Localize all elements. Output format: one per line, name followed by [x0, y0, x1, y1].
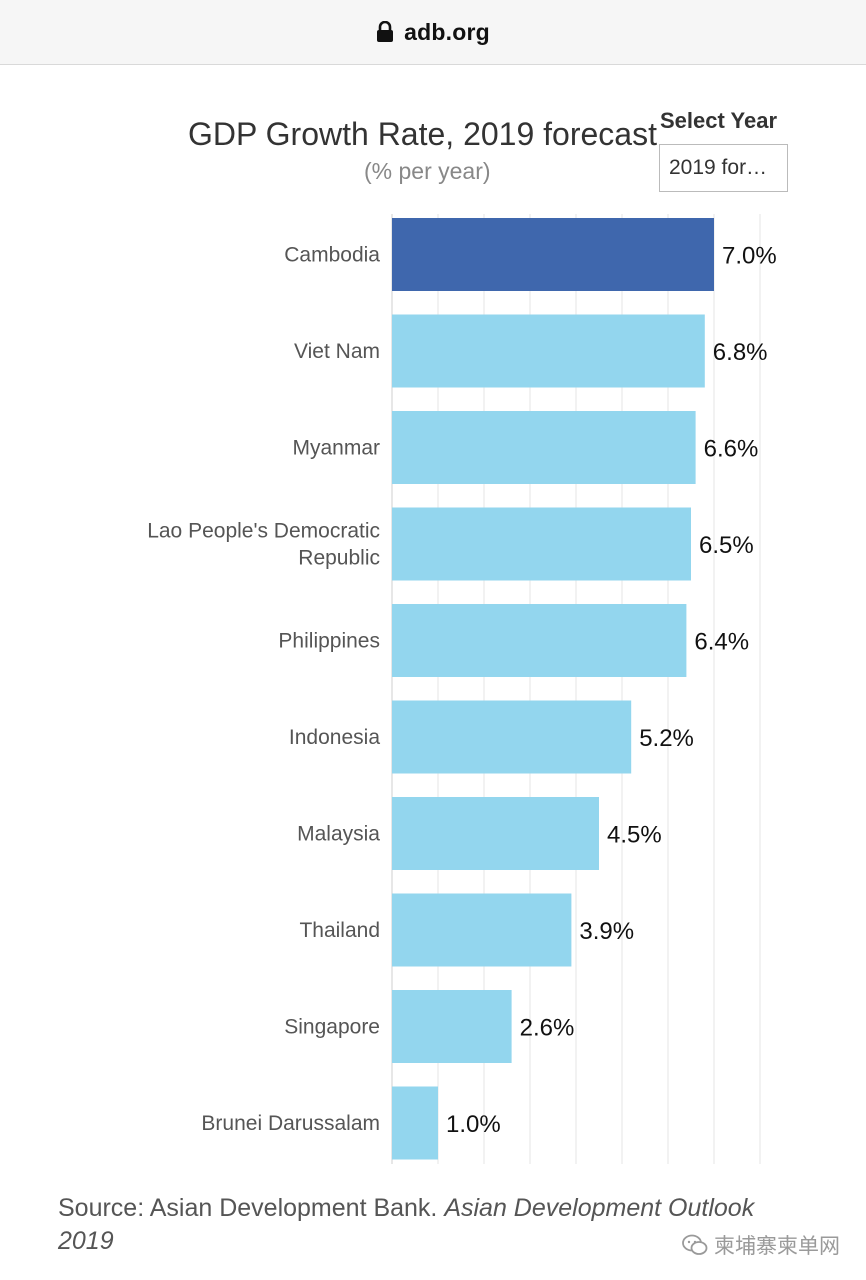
bar-philippines[interactable] — [392, 604, 687, 677]
select-year-label: Select Year — [660, 108, 778, 133]
value-label: 5.2% — [639, 725, 694, 752]
watermark-text: 柬埔寨柬单网 — [714, 1235, 840, 1258]
source-prefix: Source: Asian Development Bank. — [58, 1194, 445, 1222]
bar-chart: Cambodia 7.0% Viet Nam 6.8% Myanmar 6.6% Lao P… — [147, 214, 777, 1164]
value-label: 4.5% — [607, 822, 662, 849]
bar-cambodia[interactable] — [392, 218, 714, 291]
bar-singapore[interactable] — [392, 990, 512, 1063]
value-label: 1.0% — [446, 1111, 501, 1138]
category-label: Indonesia — [289, 726, 380, 749]
category-label: Cambodia — [284, 244, 380, 267]
category-label: Singapore — [284, 1016, 380, 1039]
category-label: Lao People's Democratic Republic — [147, 520, 380, 570]
lock-icon — [377, 21, 394, 42]
chart-subtitle: (% per year) — [364, 158, 491, 184]
category-label: Malaysia — [297, 823, 380, 846]
bars — [392, 218, 714, 1160]
value-label: 3.9% — [579, 918, 634, 945]
url-text: adb.org — [404, 18, 490, 45]
watermark: 柬埔寨柬单网 — [682, 1230, 840, 1260]
wechat-icon — [682, 1234, 708, 1255]
address-bar[interactable]: adb.org — [0, 0, 866, 65]
category-label: Myanmar — [292, 437, 380, 460]
category-label: Thailand — [299, 919, 380, 942]
chart-title: GDP Growth Rate, 2019 forecast — [188, 116, 657, 152]
labels: Cambodia 7.0% Viet Nam 6.8% Myanmar 6.6% Lao P… — [147, 243, 777, 1139]
category-label: Viet Nam — [294, 340, 380, 363]
value-label: 6.6% — [704, 436, 759, 463]
year-select[interactable]: 2019 for… — [659, 144, 788, 192]
value-label: 6.5% — [699, 532, 754, 559]
value-label: 6.4% — [694, 629, 749, 656]
bar-malaysia[interactable] — [392, 797, 599, 870]
bar-viet-nam[interactable] — [392, 314, 705, 388]
category-label: Philippines — [278, 630, 380, 653]
bar-myanmar[interactable] — [392, 411, 696, 484]
value-label: 2.6% — [520, 1015, 575, 1042]
bar-indonesia[interactable] — [392, 700, 632, 774]
value-label: 7.0% — [722, 243, 777, 270]
value-label: 6.8% — [713, 339, 768, 366]
bar-brunei-darussalam[interactable] — [392, 1086, 438, 1160]
source-note: Source: Asian Development Bank. Asian De… — [58, 1192, 758, 1258]
category-label: Brunei Darussalam — [201, 1112, 380, 1135]
bar-thailand[interactable] — [392, 893, 572, 967]
bar-lao-people-s-democratic-republic[interactable] — [392, 507, 691, 581]
source-publication: Asian Development Outlook 2019 — [58, 1194, 755, 1255]
